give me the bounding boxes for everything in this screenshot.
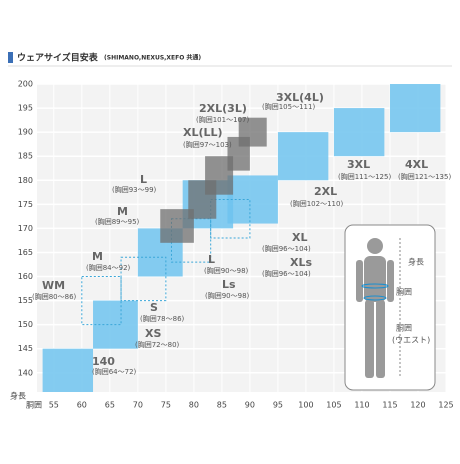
x-tick-label: 65 [105,401,115,410]
chest-line [361,283,389,289]
size-range: (胸囲96～104) [262,244,311,253]
size-range: (胸囲105～111) [262,102,315,111]
size-name: XLs [290,256,312,269]
size-name: M [117,205,128,218]
labels: 140(胸囲64～72) XS(胸囲72～80) S(胸囲78～86) WM(胸囲80… [32,91,451,376]
x-tick-label: 70 [133,401,143,410]
size-name: 2XL(3L) [199,102,247,115]
size-name: L [140,173,147,186]
y-tick-label: 180 [18,176,33,185]
y-tick-label: 185 [18,152,33,161]
x-tick-label: 125 [438,401,453,410]
body-figure: 身長 胸囲 胴囲 (ウエスト) [344,224,436,391]
size-name: XL [292,231,308,244]
size-name: 3XL(4L) [276,91,324,104]
size-name: WM [42,279,65,292]
y-tick-label: 175 [18,200,33,209]
size-range: (胸囲97～103) [183,140,232,149]
size-name: XL(LL) [183,126,223,139]
size-box [333,108,385,157]
title-marker [8,52,13,63]
size-range: (胸囲72～80) [135,340,180,349]
size-name: 3XL [347,158,370,171]
size-name: 140 [92,355,115,368]
size-box [277,132,329,181]
y-tick-label: 140 [18,368,33,377]
size-name: L [208,253,215,266]
size-range: (胸囲101～107) [196,115,249,124]
x-tick-label: 95 [273,401,283,410]
size-box [42,348,94,392]
size-range: (胸囲111～125) [338,172,391,181]
size-range: (胸囲93～99) [112,185,157,194]
size-name: 4XL [405,158,428,171]
y-axis-label: 身長 [10,391,26,401]
chart-subtitle: (SHIMANO,NEXUS,XEFO 共通) [104,54,201,62]
size-range: (胸囲121～135) [398,172,451,181]
size-range: (胸囲102～110) [290,199,343,208]
y-tick-label: 145 [18,344,33,353]
boxes [42,84,441,392]
y-tick-label: 195 [18,104,33,113]
size-name: M [92,250,103,263]
size-range: (胸囲80～86) [32,292,77,301]
size-name: 2XL [314,185,337,198]
size-range: (胸囲84～92) [86,263,131,272]
x-tick-label: 120 [410,401,425,410]
x-tick-label: 55 [49,401,59,410]
size-range: (胸囲90～98) [204,266,249,275]
size-range: (胸囲90～98) [205,291,250,300]
y-tick-label: 160 [18,272,33,281]
y-tick-label: 155 [18,296,33,305]
x-tick-label: 90 [245,401,255,410]
x-tick-label: 105 [326,401,341,410]
figure-label: (ウエスト) [392,336,430,345]
size-box [238,117,267,147]
x-tick-label: 110 [354,401,369,410]
waist-line [363,295,387,301]
x-tick-label: 75 [161,401,171,410]
y-tick-label: 150 [18,320,33,329]
size-box [170,218,212,263]
size-range: (胸囲96～104) [262,269,311,278]
y-tick-label: 200 [18,80,33,89]
x-axis-label: 胴囲 [26,401,42,410]
x-tick-label: 115 [382,401,397,410]
size-name: XS [145,327,161,340]
size-name: S [150,301,158,314]
y-tick-label: 170 [18,224,33,233]
size-name: Ls [222,278,236,291]
y-tick-label: 165 [18,248,33,257]
figure-label: 胸囲 [396,287,412,297]
x-tick-label: 60 [77,401,87,410]
silhouette [356,238,394,378]
figure-label: 胴囲 [396,324,412,333]
size-box [389,84,441,133]
size-range: (胸囲78～86) [140,314,185,323]
y-tick-label: 190 [18,128,33,137]
x-tick-label: 85 [217,401,227,410]
size-range: (胸囲89～95) [95,217,140,226]
x-tick-label: 80 [189,401,199,410]
figure-frame [344,224,436,391]
figure-label: 身長 [408,257,424,267]
x-tick-label: 100 [298,401,313,410]
size-range: (胸囲64～72) [92,367,137,376]
chart-title: ウェアサイズ目安表 [17,52,99,64]
